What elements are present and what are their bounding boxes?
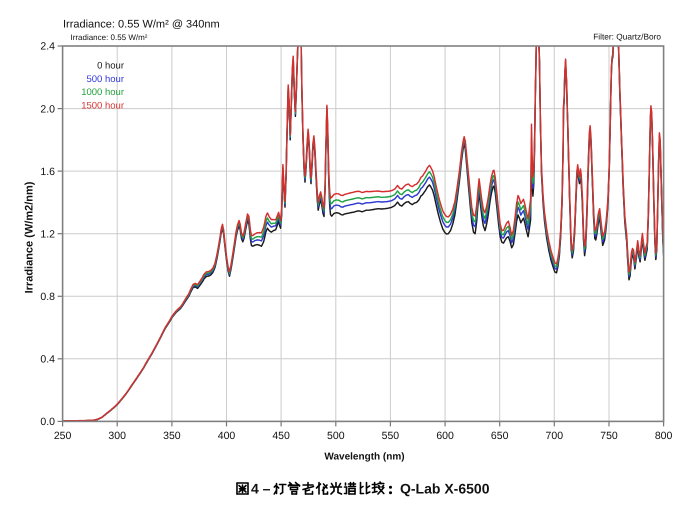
- svg-text:Q-Lab X-6500: Q-Lab X-6500: [400, 481, 490, 497]
- svg-text:650: 650: [491, 430, 509, 442]
- svg-text:500 hour: 500 hour: [86, 74, 124, 85]
- svg-text:750: 750: [600, 430, 618, 442]
- svg-text:400: 400: [218, 430, 236, 442]
- svg-text:1000 hour: 1000 hour: [81, 87, 124, 98]
- svg-text:4 –: 4 –: [251, 481, 271, 497]
- svg-text:300: 300: [108, 430, 126, 442]
- svg-text:600: 600: [436, 430, 454, 442]
- svg-text:Irradiance: 0.55 W/m²: Irradiance: 0.55 W/m²: [71, 33, 148, 42]
- svg-text:1.6: 1.6: [40, 166, 55, 178]
- svg-text:0.0: 0.0: [40, 416, 55, 428]
- svg-text:550: 550: [382, 430, 400, 442]
- svg-text:2.0: 2.0: [40, 103, 55, 115]
- svg-text:350: 350: [163, 430, 181, 442]
- svg-text:450: 450: [272, 430, 290, 442]
- svg-text:Filter: Quartz/Boro: Filter: Quartz/Boro: [593, 32, 661, 42]
- svg-text:700: 700: [546, 430, 564, 442]
- svg-text:Wavelength (nm): Wavelength (nm): [324, 452, 404, 463]
- svg-text:1500 hour: 1500 hour: [81, 101, 124, 112]
- svg-text:2.4: 2.4: [40, 41, 55, 53]
- svg-text:250: 250: [54, 430, 72, 442]
- svg-text:Irradiance: 0.55 W/m² @ 340nm: Irradiance: 0.55 W/m² @ 340nm: [63, 19, 220, 31]
- svg-text:Irradiance (W/m2/nm): Irradiance (W/m2/nm): [24, 181, 36, 293]
- svg-text:0 hour: 0 hour: [97, 61, 124, 72]
- svg-text:1.2: 1.2: [40, 228, 55, 240]
- svg-text:0.8: 0.8: [40, 291, 55, 303]
- svg-text:500: 500: [327, 430, 345, 442]
- svg-text:800: 800: [655, 430, 673, 442]
- svg-text:0.4: 0.4: [40, 354, 55, 366]
